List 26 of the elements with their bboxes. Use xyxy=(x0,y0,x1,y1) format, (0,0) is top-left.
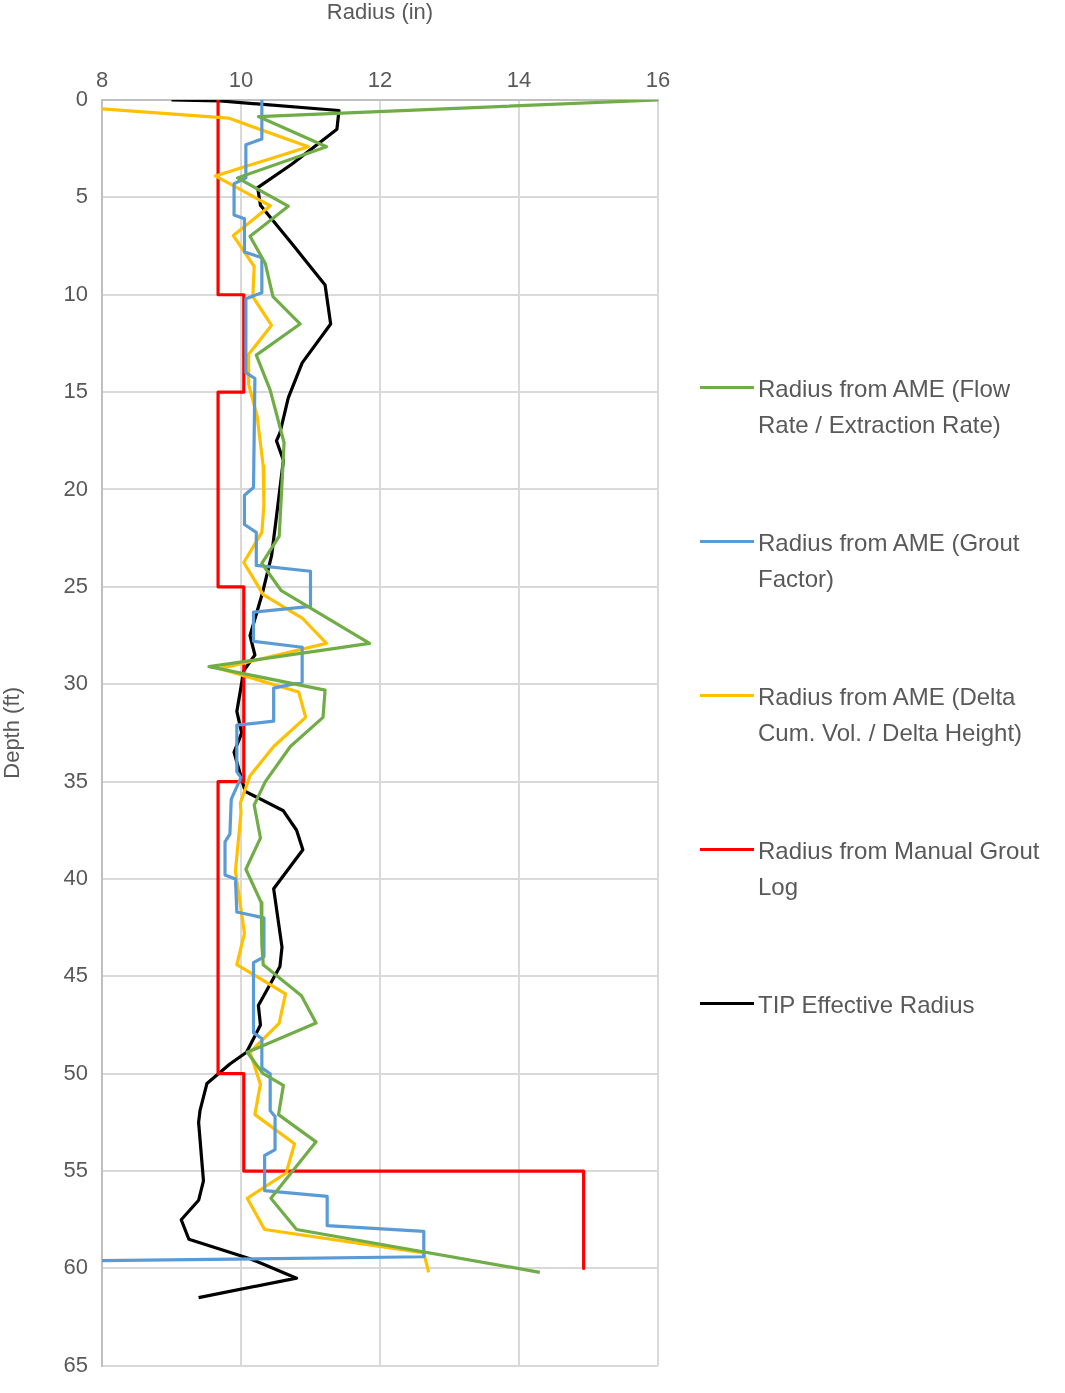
y-tick-label: 30 xyxy=(63,670,88,696)
legend-label: Radius from AME (Flow Rate / Extraction Rate) xyxy=(758,373,1012,440)
x-tick-label: 8 xyxy=(95,66,109,92)
y-tick-label: 20 xyxy=(63,475,88,501)
x-axis-title: Radius (in) xyxy=(326,0,434,25)
y-tick-label: 60 xyxy=(63,1254,88,1280)
y-tick-label: 65 xyxy=(63,1351,88,1377)
legend-label: Radius from AME (Delta Cum. Vol. / Delta Height) xyxy=(758,681,1024,748)
y-tick-label: 35 xyxy=(63,767,88,793)
legend-label: TIP Effective Radius xyxy=(758,989,976,1020)
y-axis-title: Depth (ft) xyxy=(0,687,25,779)
x-tick-label: 16 xyxy=(645,66,671,92)
y-tick-label: 50 xyxy=(63,1059,88,1085)
y-tick-label: 25 xyxy=(63,572,88,598)
y-tick-label: 0 xyxy=(75,86,88,112)
y-tick-label: 10 xyxy=(63,280,88,306)
legend-label: Radius from AME (Grout Factor) xyxy=(758,527,1021,594)
y-tick-label: 55 xyxy=(63,1157,88,1183)
x-tick-label: 10 xyxy=(228,66,254,92)
y-tick-label: 5 xyxy=(75,183,88,209)
y-tick-label: 15 xyxy=(63,378,88,404)
legend-label: Radius from Manual Grout Log xyxy=(758,835,1041,902)
x-tick-label: 12 xyxy=(367,66,393,92)
y-tick-label: 40 xyxy=(63,865,88,891)
y-tick-label: 45 xyxy=(63,962,88,988)
x-tick-label: 14 xyxy=(506,66,532,92)
